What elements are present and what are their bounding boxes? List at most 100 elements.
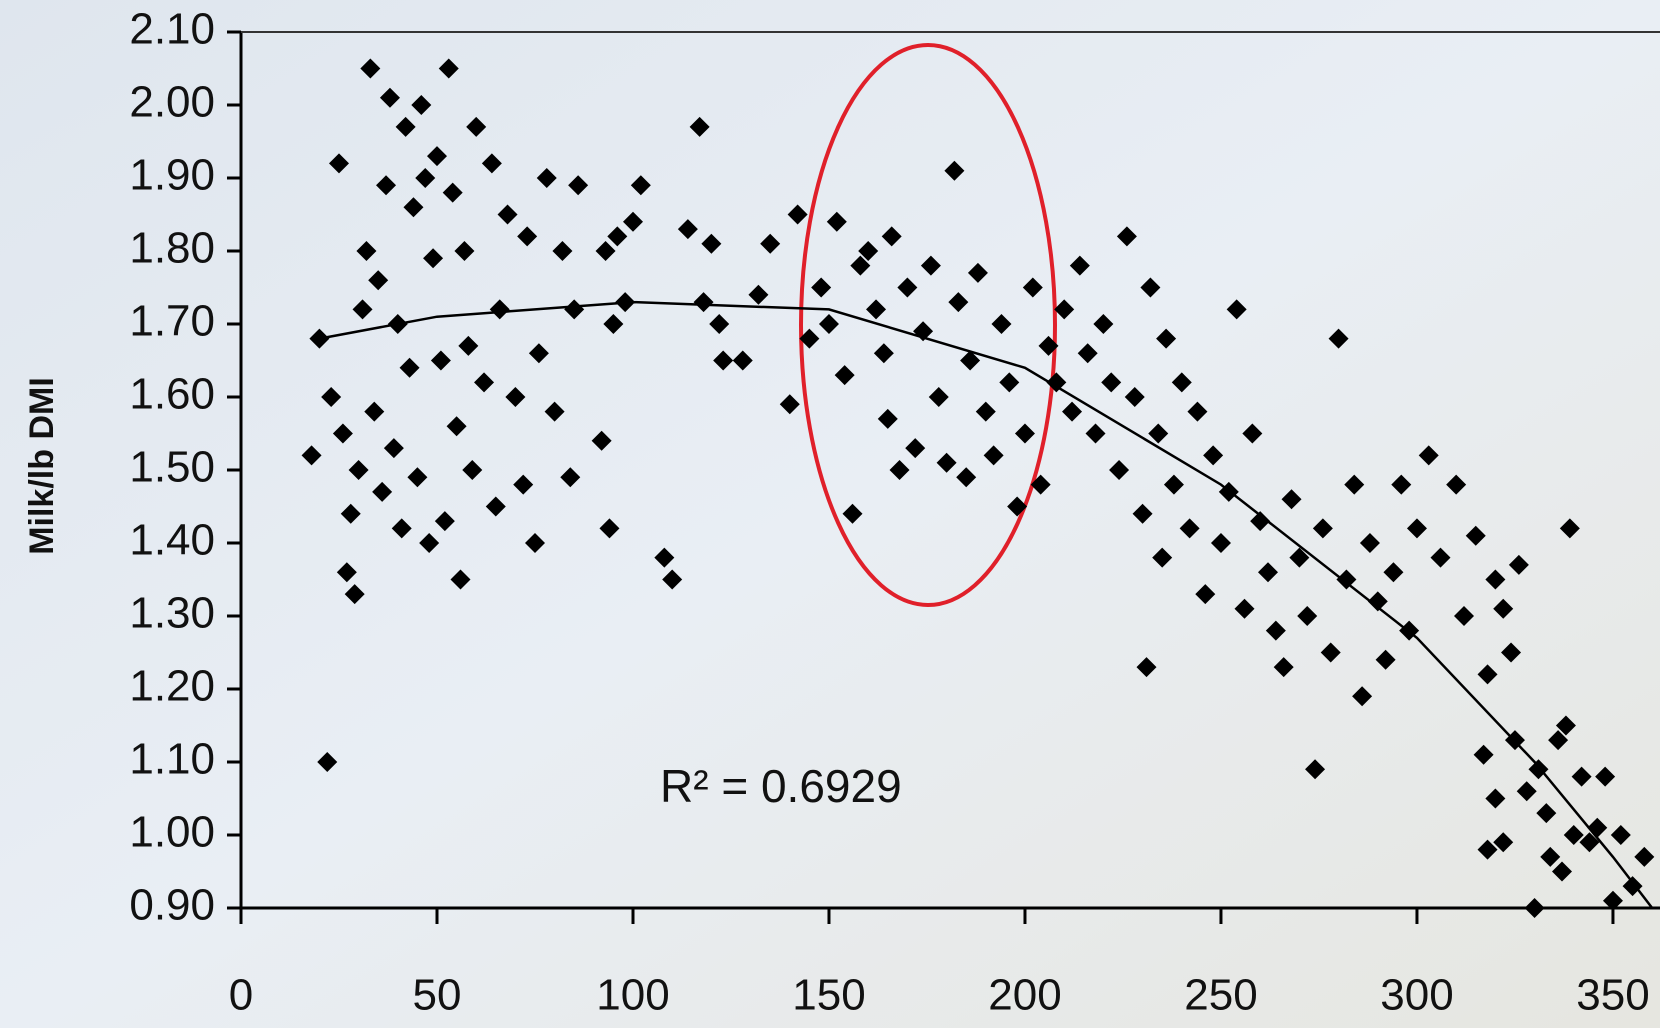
- data-point: [419, 533, 440, 553]
- data-point: [1014, 423, 1035, 444]
- data-point: [591, 430, 612, 451]
- highlight-ellipse: [799, 43, 1057, 607]
- data-point: [415, 168, 436, 188]
- data-point: [560, 467, 581, 488]
- data-point: [1320, 642, 1341, 663]
- data-point: [677, 219, 698, 240]
- data-point: [1038, 335, 1059, 356]
- data-point: [928, 387, 949, 407]
- data-point: [544, 401, 565, 422]
- data-point: [474, 372, 495, 393]
- data-point: [340, 503, 361, 524]
- data-point: [1508, 554, 1529, 575]
- data-point: [1101, 372, 1122, 393]
- data-point: [1250, 511, 1271, 532]
- y-tick-label: 1.30: [129, 589, 215, 638]
- data-point: [517, 226, 538, 247]
- x-tick-label: 300: [1380, 971, 1453, 1020]
- x-tick-label: 350: [1576, 971, 1649, 1020]
- data-point: [1054, 299, 1075, 320]
- data-point: [709, 314, 730, 334]
- data-point: [1367, 591, 1388, 612]
- data-point: [1234, 598, 1255, 619]
- data-point: [1289, 547, 1310, 568]
- data-point: [999, 372, 1020, 393]
- data-point: [1485, 788, 1506, 809]
- data-point: [905, 438, 926, 459]
- data-point: [399, 357, 420, 378]
- data-point: [1548, 730, 1569, 751]
- data-point: [689, 116, 710, 137]
- data-point: [317, 752, 338, 772]
- data-point: [1030, 474, 1051, 495]
- data-point: [1124, 387, 1145, 407]
- data-point: [811, 277, 832, 298]
- x-tick-label: 250: [1184, 971, 1257, 1020]
- data-point: [834, 365, 855, 386]
- x-tick-label: 200: [988, 971, 1061, 1020]
- data-point: [426, 146, 447, 167]
- data-point: [1602, 890, 1623, 911]
- data-point: [528, 343, 549, 364]
- data-point: [485, 496, 506, 517]
- data-point: [630, 175, 651, 196]
- data-point: [368, 270, 389, 291]
- data-point: [1516, 781, 1537, 802]
- data-point: [1171, 372, 1192, 393]
- y-tick-label: 1.80: [129, 224, 215, 273]
- data-point: [713, 350, 734, 371]
- data-point: [391, 518, 412, 539]
- data-point: [662, 569, 683, 590]
- y-axis-title: Milk/lb DMI: [23, 377, 61, 555]
- data-point: [1156, 328, 1177, 349]
- data-point: [442, 182, 463, 203]
- data-point: [1226, 299, 1247, 320]
- data-point: [877, 408, 898, 429]
- data-point: [395, 116, 416, 137]
- data-point: [1195, 584, 1216, 605]
- data-point: [842, 503, 863, 524]
- data-point: [1391, 474, 1412, 495]
- data-point: [450, 569, 471, 590]
- data-point: [826, 211, 847, 232]
- data-point: [1477, 839, 1498, 860]
- data-point: [889, 460, 910, 480]
- data-point: [975, 401, 996, 422]
- x-tick-label: 50: [413, 971, 462, 1020]
- data-point: [360, 58, 381, 79]
- data-point: [462, 460, 483, 480]
- data-point: [799, 328, 820, 349]
- data-point: [497, 204, 518, 225]
- data-point: [383, 438, 404, 459]
- data-point: [607, 226, 628, 247]
- data-point: [513, 474, 534, 495]
- x-tick-label: 100: [596, 971, 669, 1020]
- data-point: [1552, 861, 1573, 882]
- data-point: [1563, 825, 1584, 845]
- data-point: [1493, 598, 1514, 619]
- data-point: [336, 562, 357, 583]
- y-tick-label: 1.60: [129, 370, 215, 419]
- data-point: [983, 445, 1004, 466]
- data-point: [748, 284, 769, 305]
- y-tick-label: 1.90: [129, 151, 215, 200]
- data-point: [779, 394, 800, 415]
- data-point: [1152, 547, 1173, 568]
- x-tick-label: 0: [229, 971, 253, 1020]
- data-point: [818, 314, 839, 334]
- y-tick-label: 1.10: [129, 735, 215, 784]
- data-point: [1242, 423, 1263, 444]
- data-point: [376, 175, 397, 196]
- data-point: [1610, 825, 1631, 845]
- data-point: [1265, 620, 1286, 641]
- data-point: [936, 452, 957, 473]
- data-point: [1524, 898, 1545, 918]
- data-point: [356, 241, 377, 261]
- data-point: [1109, 460, 1130, 480]
- data-point: [1352, 686, 1373, 707]
- data-point: [1132, 503, 1153, 524]
- data-point: [873, 343, 894, 364]
- data-point: [1571, 766, 1592, 787]
